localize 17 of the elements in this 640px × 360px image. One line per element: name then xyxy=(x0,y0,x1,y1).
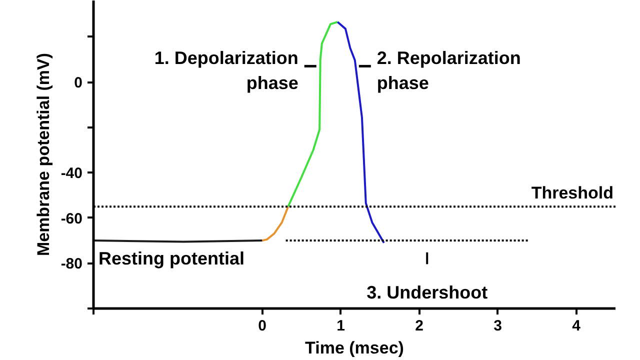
x-axis-title: Time (msec) xyxy=(305,338,404,358)
annotation: 1. Depolarization phase xyxy=(154,48,298,94)
line-series xyxy=(261,206,290,242)
y-axis-title: Membrane potential (mV) xyxy=(34,52,53,256)
x-tick-label: 1 xyxy=(336,318,345,334)
annotation: 2. Repolarization phase xyxy=(376,48,521,94)
y-tick-label: -80 xyxy=(60,256,83,273)
annotation: 3. Undershoot xyxy=(366,282,488,303)
y-tick-label: -60 xyxy=(60,210,83,228)
x-tick-label: 0 xyxy=(258,318,266,334)
y-tick-label: 0 xyxy=(74,74,82,92)
y-tick-label: -40 xyxy=(60,165,83,182)
x-tick-label: 2 xyxy=(415,318,424,334)
ref-line-label: Threshold xyxy=(531,184,614,203)
annotation: Resting potential xyxy=(98,248,245,269)
x-tick-label: 3 xyxy=(494,318,502,334)
x-tick-label: 4 xyxy=(572,318,582,334)
